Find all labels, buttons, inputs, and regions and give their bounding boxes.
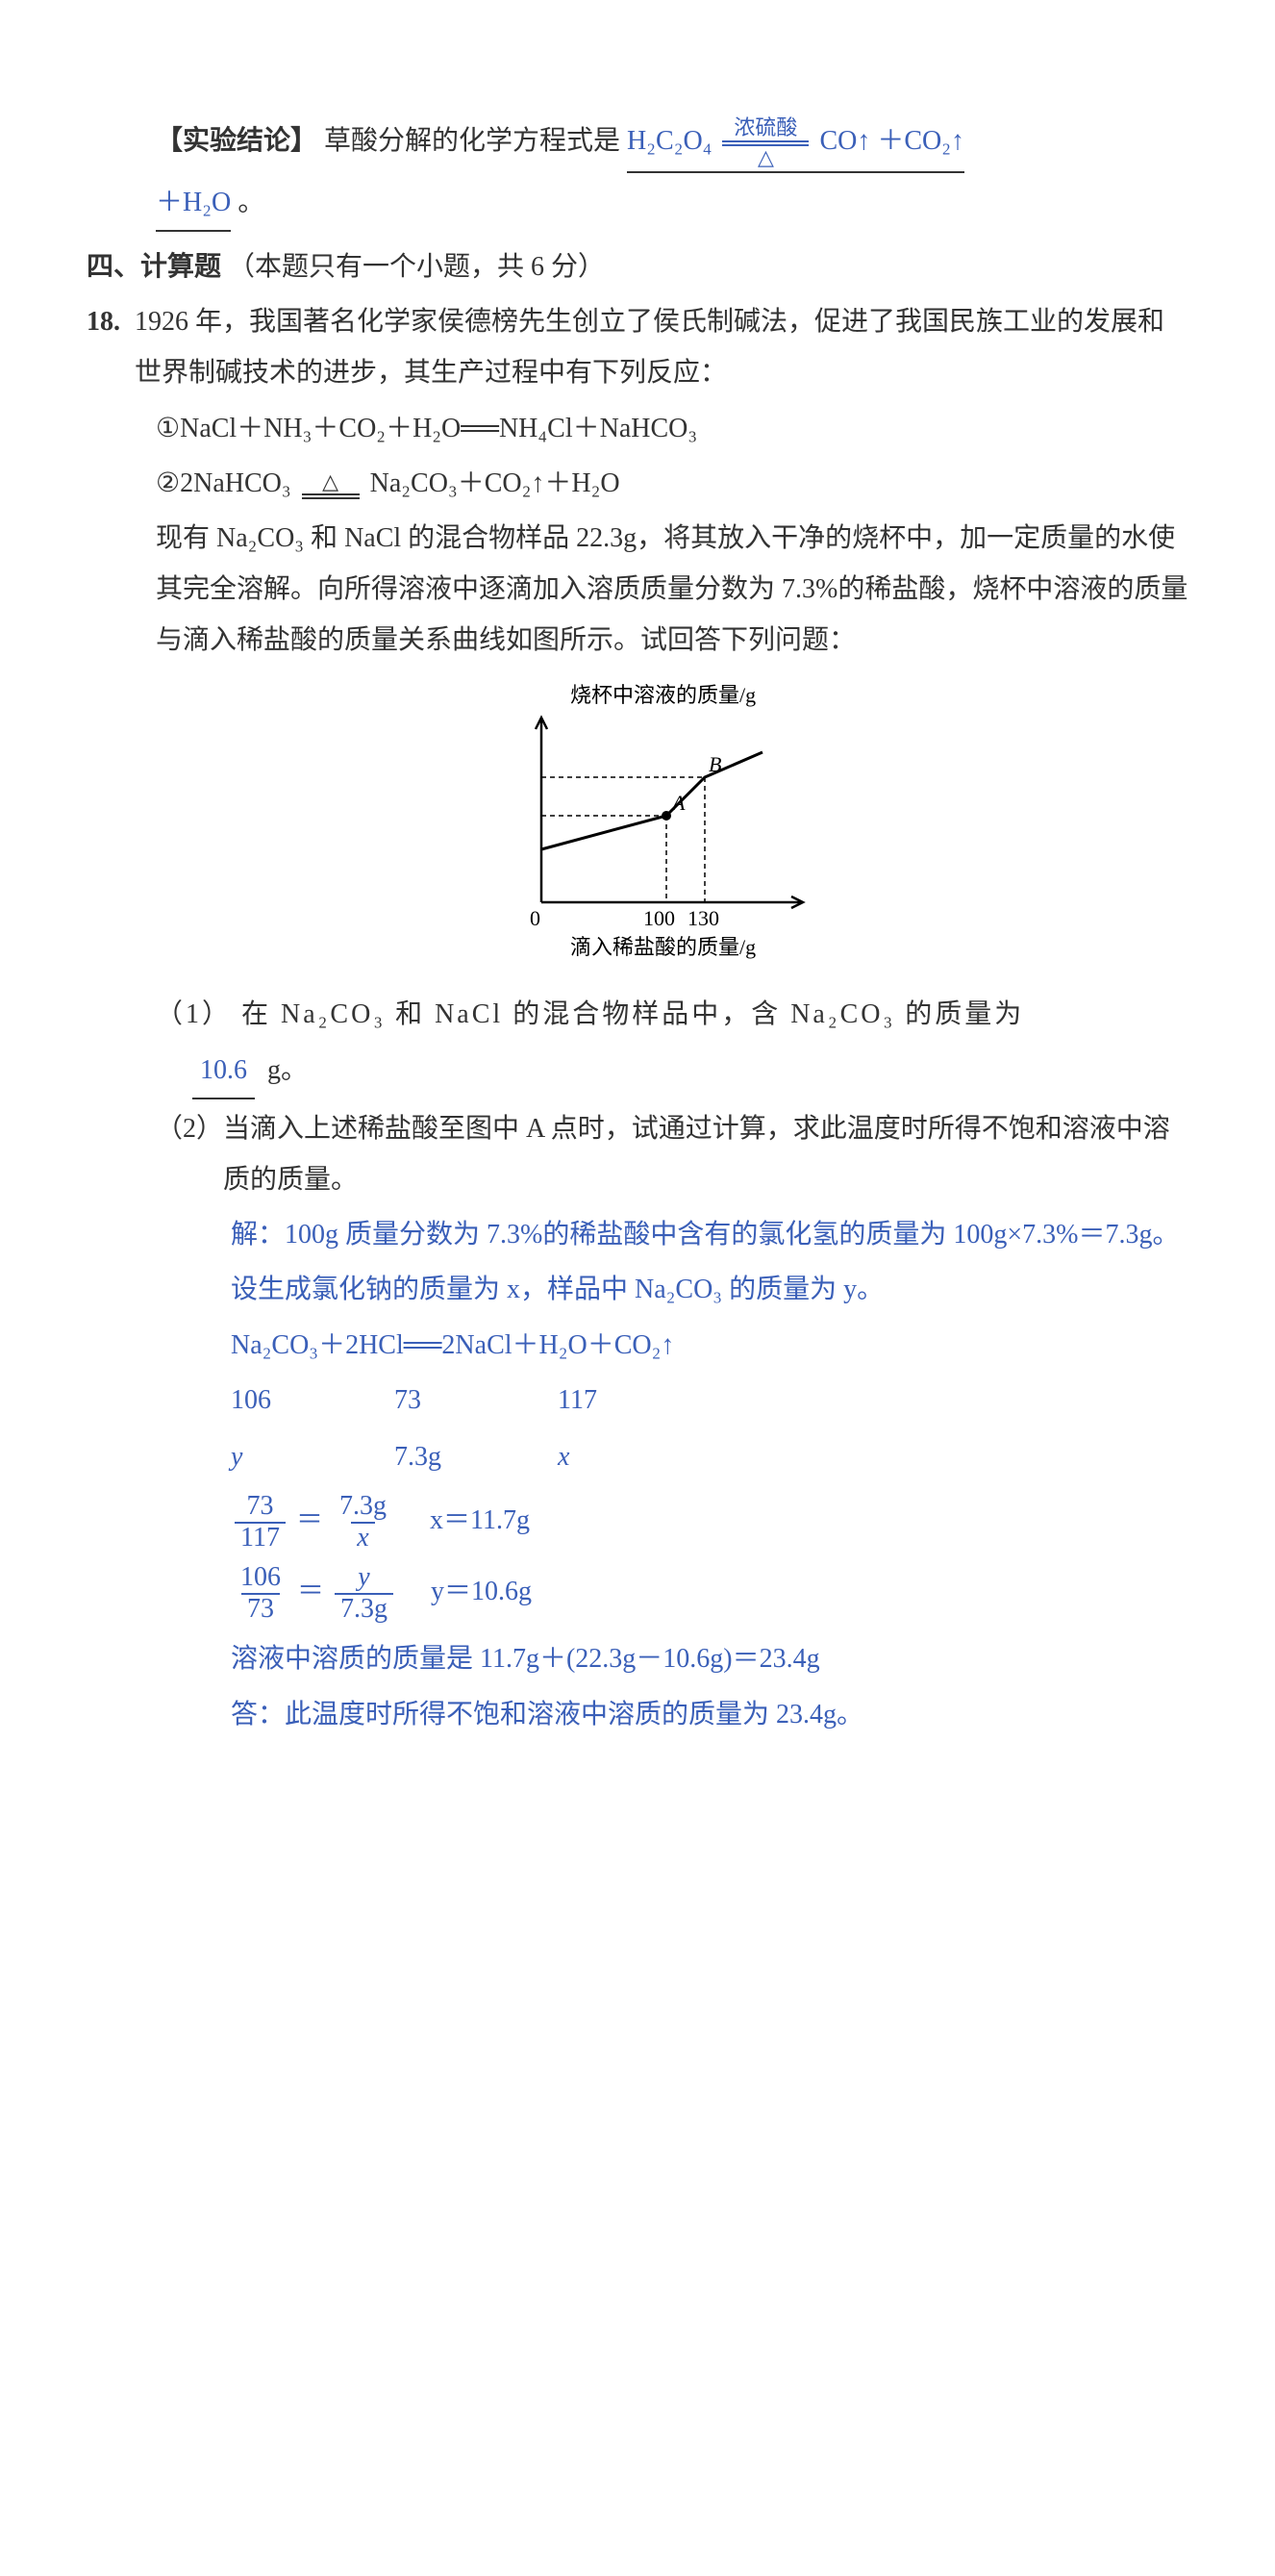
stoich-7p3: 7.3g (394, 1431, 481, 1482)
stoich-73: 73 (394, 1375, 481, 1426)
chart-point-b: B (709, 752, 721, 776)
frac-eq-2: 106 73 ＝ y 7.3g y＝10.6g (87, 1563, 1188, 1625)
sub1: （1） 在 Na₂CO₃ 和 NaCl 的混合物样品中，含 Na₂CO₃ 的质量… (87, 989, 1188, 1040)
sub2-label: （2） (156, 1103, 223, 1205)
chart-origin: 0 (530, 906, 540, 930)
conclusion-label: 【实验结论】 (156, 126, 317, 156)
sub1-answer-row: 10.6 g。 (87, 1045, 1188, 1099)
sub2-stem: 当滴入上述稀盐酸至图中 A 点时，试通过计算，求此温度时所得不饱和溶液中溶质的质… (223, 1103, 1188, 1205)
experiment-conclusion: 【实验结论】 草酸分解的化学方程式是 H₂C₂O₄ 浓硫酸 △ CO↑ ＋CO₂… (87, 115, 1188, 173)
sub1-stem: 在 Na₂CO₃ 和 NaCl 的混合物样品中，含 Na₂CO₃ 的质量为 (241, 999, 1024, 1029)
f2-d1: 73 (241, 1593, 280, 1625)
sol-line2: 设生成氯化钠的质量为 x，样品中 Na₂CO₃ 的质量为 y。 (87, 1264, 1188, 1315)
chart-xtick-100: 100 (643, 906, 675, 930)
f2-n2: y (352, 1563, 375, 1593)
stoich-106: 106 (231, 1375, 317, 1426)
f1-d2: x (351, 1522, 374, 1553)
eq-left: H₂C₂O₄ (627, 126, 712, 156)
sub2: （2） 当滴入上述稀盐酸至图中 A 点时，试通过计算，求此温度时所得不饱和溶液中… (87, 1103, 1188, 1205)
f1-n1: 73 (240, 1492, 279, 1522)
stoich-y: y (231, 1431, 317, 1482)
eq2-right: Na₂CO₃＋CO₂↑＋H₂O (370, 468, 620, 498)
chart-point-a: A (670, 791, 686, 815)
f2-n1: 106 (235, 1563, 287, 1593)
sol-line5: 答：此温度时所得不饱和溶液中溶质的质量为 23.4g。 (87, 1689, 1188, 1740)
cond-top: 浓硫酸 (734, 116, 797, 139)
q18-paragraph1: 1926 年，我国著名化学家侯德榜先生创立了侯氏制碱法，促进了我国民族工业的发展… (135, 296, 1188, 398)
stoich-row2: y 7.3g x (87, 1431, 1188, 1482)
q18-equation2: ②2NaHCO₃ △ Na₂CO₃＋CO₂↑＋H₂O (87, 458, 1188, 509)
sol-line3: Na₂CO₃＋2HCl══2NaCl＋H₂O＋CO₂↑ (87, 1320, 1188, 1371)
conclusion-line2: ＋H₂O 。 (87, 177, 1188, 232)
chart-ylabel: 烧杯中溶液的质量/g (570, 683, 756, 707)
chart-xlabel: 滴入稀盐酸的质量/g (570, 935, 756, 959)
q18-number: 18. (87, 296, 135, 398)
conclusion-answer-line1: H₂C₂O₄ 浓硫酸 △ CO↑ ＋CO₂↑ (627, 115, 964, 173)
sol-line4: 溶液中溶质的质量是 11.7g＋(22.3g－10.6g)＝23.4g (87, 1633, 1188, 1684)
triangle-icon: △ (322, 470, 338, 493)
stoich-x: x (558, 1431, 644, 1482)
section-4-paren: （本题只有一个小题，共 6 分） (228, 252, 605, 282)
conclusion-answer-line2: ＋H₂O (156, 177, 231, 232)
q18-equation1: ①NaCl＋NH₃＋CO₂＋H₂O══NH₄Cl＋NaHCO₃ (87, 403, 1188, 454)
chart-xtick-130: 130 (688, 906, 719, 930)
eq2-left: ②2NaHCO₃ (156, 468, 291, 498)
sub1-answer: 10.6 (192, 1045, 255, 1099)
conclusion-stem: 草酸分解的化学方程式是 (324, 126, 620, 156)
f2-res: y＝10.6g (431, 1577, 532, 1606)
line-chart: 烧杯中溶液的质量/g A B 0 100 130 滴入稀盐酸的质量/g (436, 681, 839, 970)
chart-container: 烧杯中溶液的质量/g A B 0 100 130 滴入稀盐酸的质量/g (87, 681, 1188, 970)
triangle-icon: △ (758, 146, 774, 169)
sub1-label: （1） (156, 999, 232, 1029)
section-4-title: 四、计算题 (87, 252, 221, 282)
reaction-condition: 浓硫酸 △ (722, 116, 809, 168)
frac-eq-1: 73 117 ＝ 7.3g x x＝11.7g (87, 1492, 1188, 1553)
q18-paragraph2: 现有 Na₂CO₃ 和 NaCl 的混合物样品 22.3g，将其放入干净的烧杯中… (87, 513, 1188, 667)
eq-right: CO↑ ＋CO₂↑ (819, 126, 964, 156)
stoich-row1: 106 73 117 (87, 1375, 1188, 1426)
sub1-unit: g。 (267, 1055, 308, 1085)
section-4-heading: 四、计算题 （本题只有一个小题，共 6 分） (87, 241, 1188, 292)
f2-d2: 7.3g (335, 1593, 393, 1625)
sol-line1: 解：100g 质量分数为 7.3%的稀盐酸中含有的氯化氢的质量为 100g×7.… (87, 1209, 1188, 1260)
q18-row1: 18. 1926 年，我国著名化学家侯德榜先生创立了侯氏制碱法，促进了我国民族工… (87, 296, 1188, 398)
period: 。 (238, 188, 264, 217)
f1-res: x＝11.7g (430, 1505, 530, 1535)
f1-d1: 117 (235, 1522, 286, 1553)
stoich-117: 117 (558, 1375, 644, 1426)
eq2-condition: △ (302, 470, 360, 499)
f1-n2: 7.3g (334, 1492, 392, 1522)
